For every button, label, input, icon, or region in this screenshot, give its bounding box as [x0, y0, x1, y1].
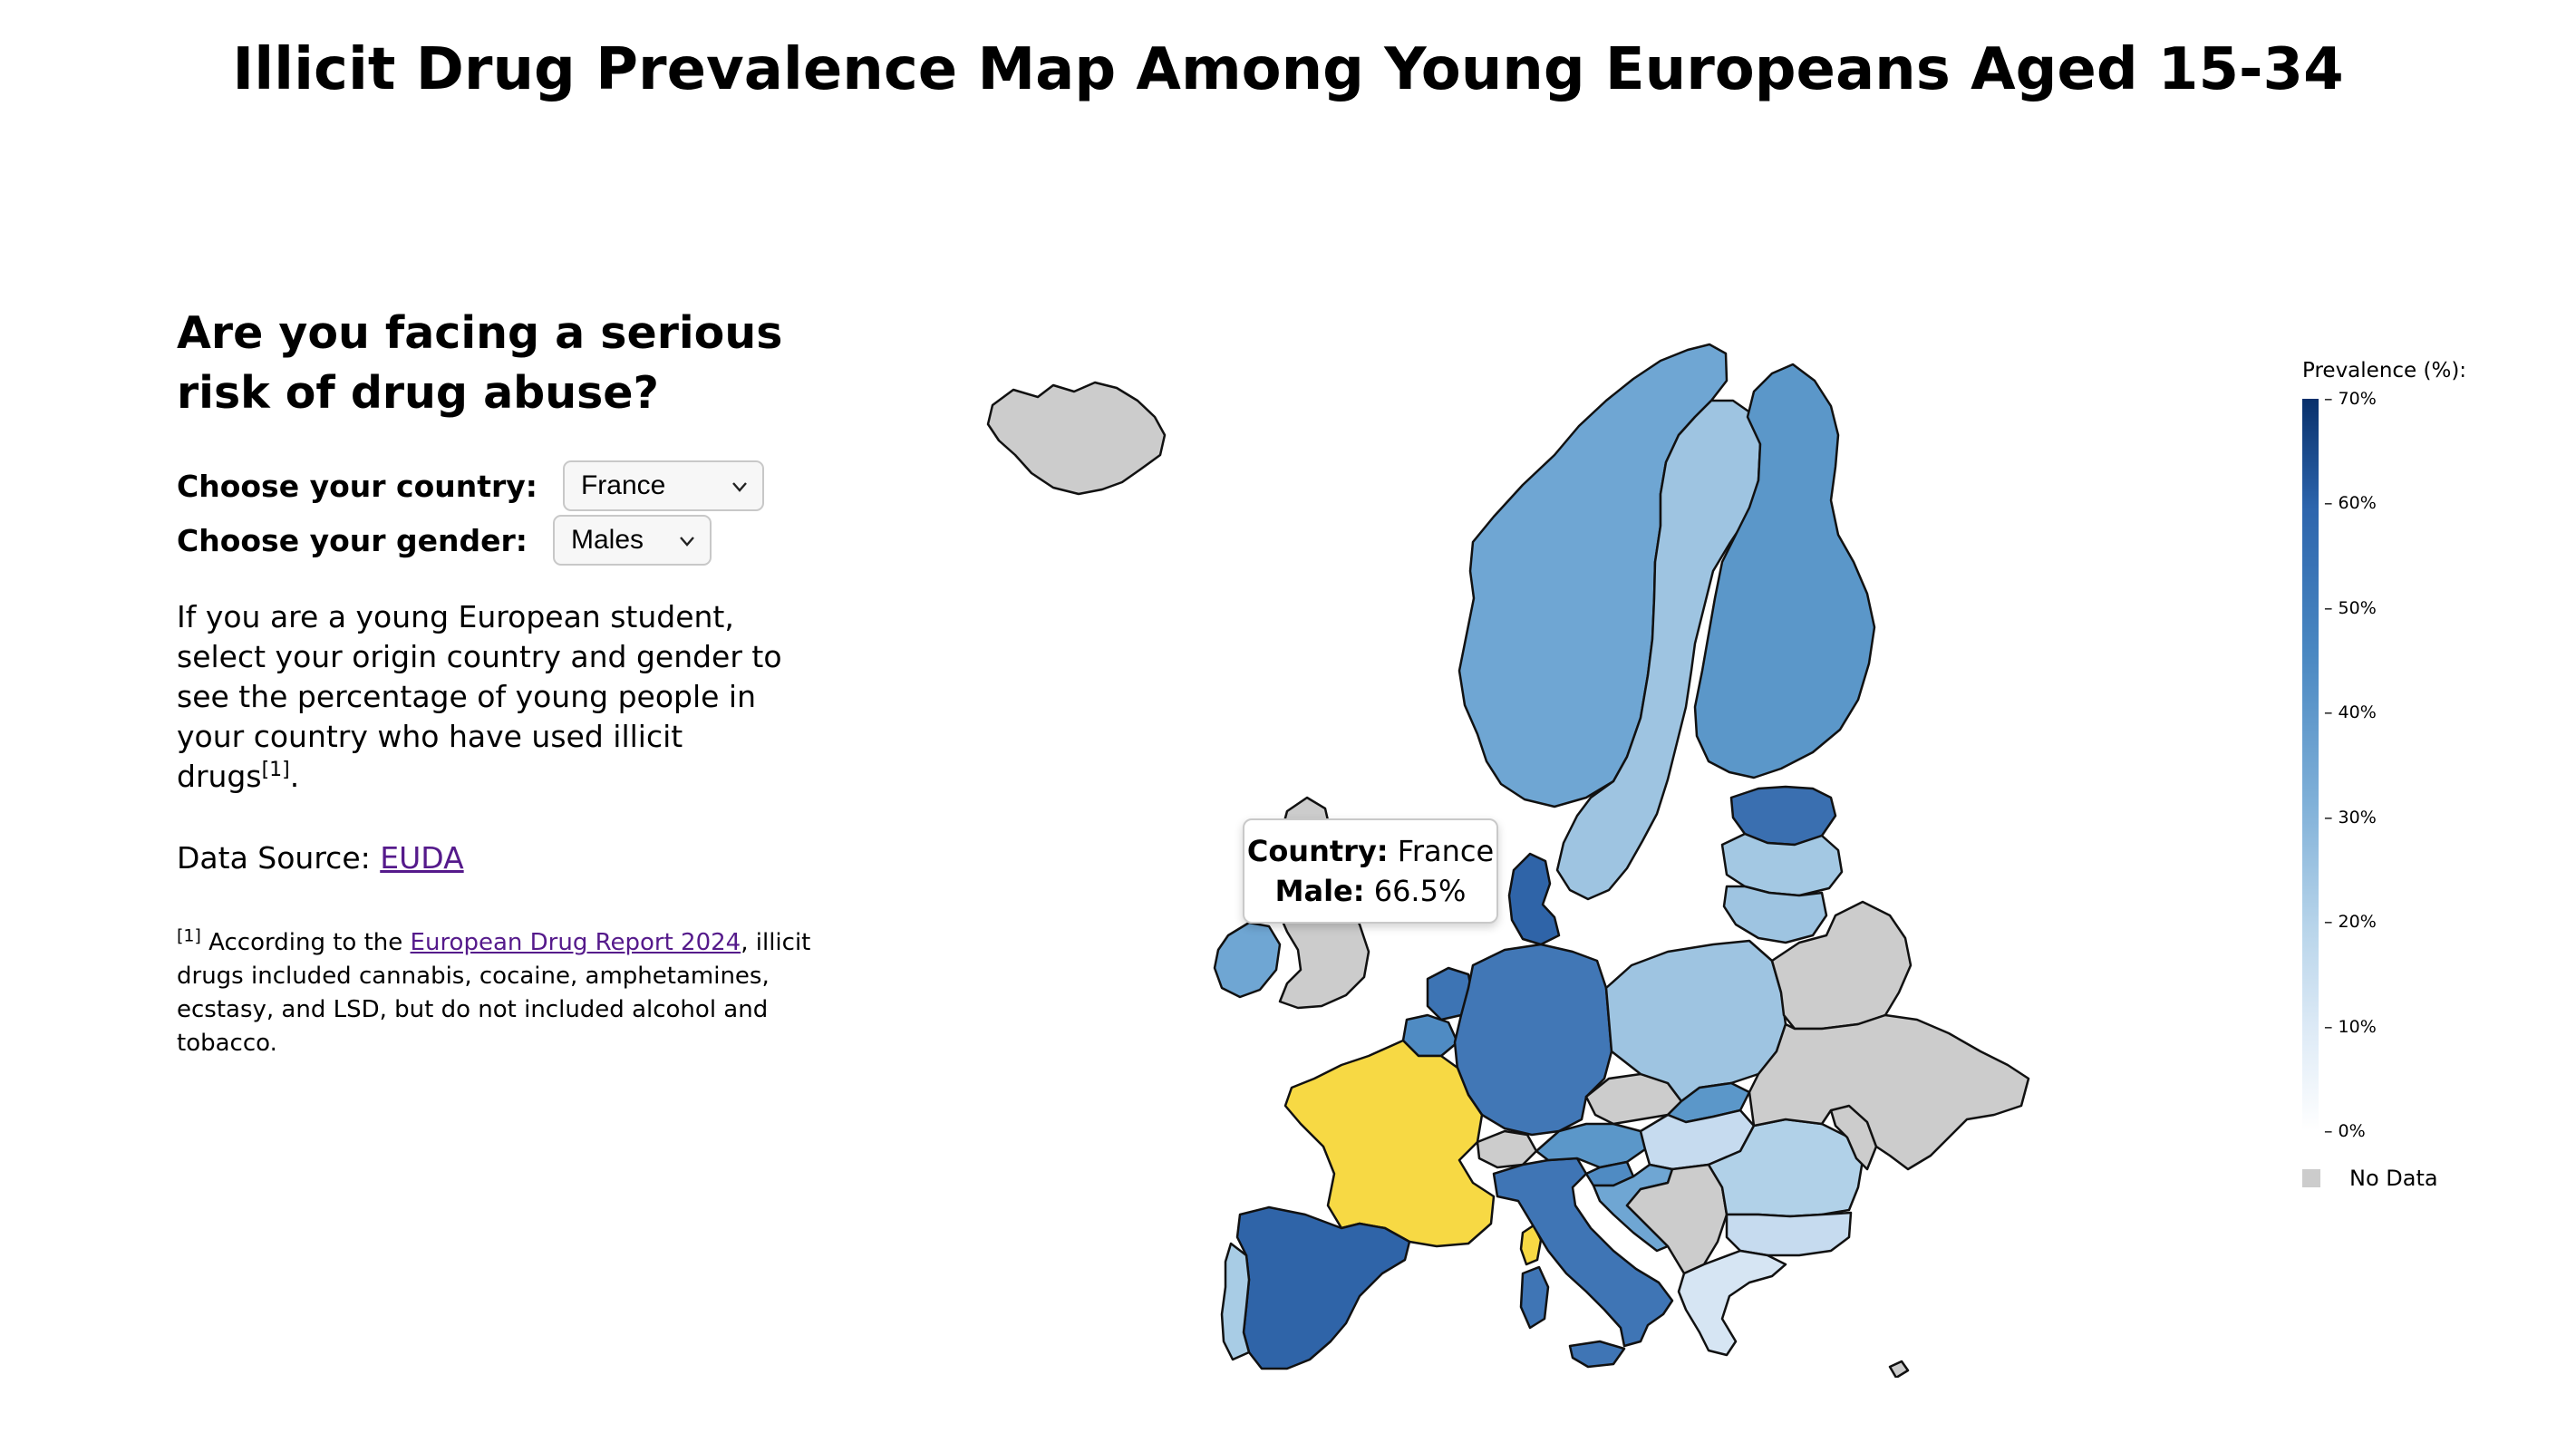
risk-question-heading: Are you facing a serious risk of drug ab…: [177, 307, 783, 419]
chevron-down-icon: [680, 537, 694, 547]
country-select-value: France: [580, 470, 666, 500]
chevron-down-icon: [732, 482, 747, 492]
legend-tick-label: – 10%: [2324, 1016, 2377, 1037]
info-panel: Are you facing a serious risk of drug ab…: [177, 304, 811, 1060]
tooltip-country-line: Country: France: [1246, 834, 1495, 868]
gender-label: Choose your gender:: [177, 522, 528, 558]
legend-tick-label: – 50%: [2324, 597, 2377, 618]
no-data-swatch: [2302, 1169, 2320, 1187]
country-tooltip: Country: France Male: 66.5%: [1243, 818, 1498, 924]
data-source: Data Source: EUDA: [177, 840, 464, 876]
legend-tick-label: – 40%: [2324, 702, 2377, 723]
gender-control: Choose your gender: Males: [177, 514, 811, 566]
page-title: Illicit Drug Prevalence Map Among Young …: [232, 36, 2344, 103]
legend-tick-label: – 70%: [2324, 389, 2377, 409]
region-greece[interactable]: [1677, 1249, 1787, 1357]
region-lithuania[interactable]: [1722, 885, 1828, 944]
region-portugal[interactable]: [1220, 1242, 1251, 1361]
region-sicily[interactable]: [1568, 1340, 1626, 1369]
footnote-marker: [1]: [261, 759, 290, 781]
euda-link[interactable]: EUDA: [380, 840, 464, 876]
legend-tick-label: – 60%: [2324, 493, 2377, 514]
region-bulgaria[interactable]: [1725, 1211, 1853, 1257]
legend-tick-label: – 20%: [2324, 912, 2377, 933]
legend-title: Prevalence (%):: [2302, 359, 2467, 382]
legend-color-scale: [2302, 399, 2319, 1131]
region-estonia[interactable]: [1729, 785, 1837, 847]
europe-choropleth-map: [986, 343, 2030, 1378]
footnote: [1] According to the European Drug Repor…: [177, 925, 811, 1057]
region-finland[interactable]: [1693, 363, 1876, 779]
region-western-balkans[interactable]: [1625, 1163, 1729, 1275]
legend-tick-label: – 0%: [2324, 1121, 2366, 1141]
region-germany[interactable]: [1453, 943, 1613, 1137]
region-iceland[interactable]: [986, 381, 1167, 496]
region-ukraine[interactable]: [1748, 1013, 2030, 1171]
country-control: Choose your country: France: [177, 460, 811, 512]
description-text: If you are a young European student, sel…: [177, 599, 782, 794]
region-switzerland[interactable]: [1476, 1129, 1538, 1169]
region-ireland[interactable]: [1213, 921, 1282, 999]
gender-select-value: Males: [570, 525, 644, 555]
european-drug-report-link[interactable]: European Drug Report 2024: [410, 929, 741, 956]
map-legend: Prevalence (%): – 70% – 60% – 50% – 40% – 30…: [2302, 359, 2520, 1202]
legend-tick-label: – 30%: [2324, 807, 2377, 828]
no-data-label: No Data: [2349, 1166, 2438, 1191]
gender-select[interactable]: Males: [552, 515, 712, 566]
region-cyprus[interactable]: [1888, 1360, 1910, 1378]
region-france[interactable]: [1283, 1039, 1496, 1248]
tooltip-value-line: Male: 66.5%: [1274, 874, 1467, 908]
region-sardinia[interactable]: [1519, 1265, 1550, 1330]
country-label: Choose your country:: [177, 468, 537, 504]
country-select[interactable]: France: [562, 460, 764, 511]
region-spain[interactable]: [1235, 1205, 1411, 1370]
region-denmark[interactable]: [1507, 852, 1561, 946]
